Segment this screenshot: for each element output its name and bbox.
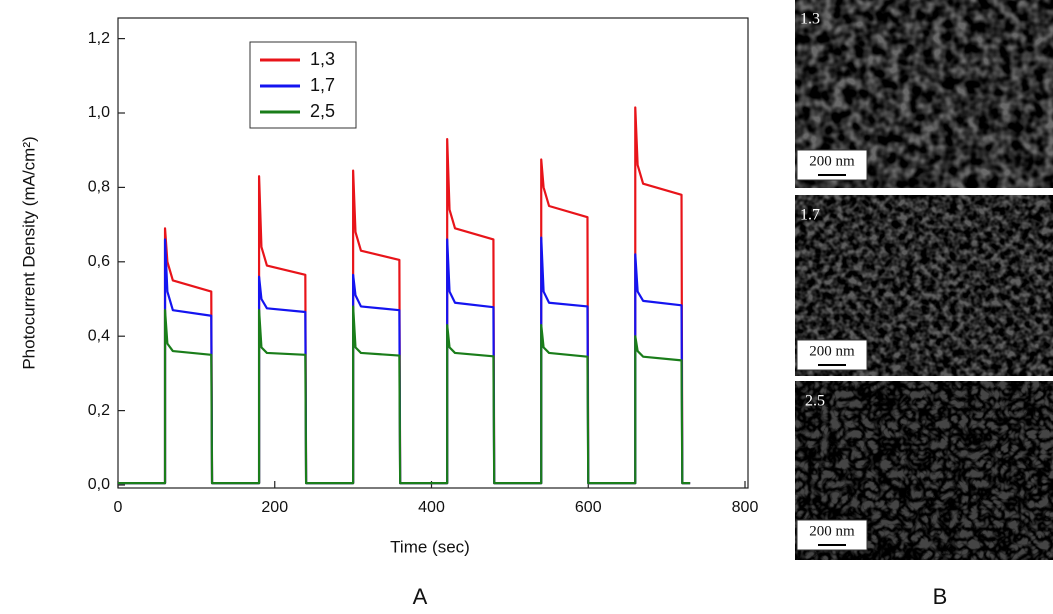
series-line [118, 106, 691, 485]
legend-label: 1,7 [310, 75, 335, 95]
y-tick-label: 1,2 [88, 30, 110, 47]
image-label: 2.5 [805, 393, 825, 410]
scale-bar-label: 200 nm [809, 153, 855, 169]
series-line [118, 305, 691, 485]
x-tick-label: 0 [114, 499, 123, 516]
sem-image: 1.7 200 nm [795, 195, 1053, 376]
y-axis-title: Photocurrent Density (mA/cm²) [19, 136, 38, 369]
x-tick-label: 800 [732, 499, 759, 516]
scale-bar-label: 200 nm [809, 523, 855, 539]
legend-label: 2,5 [310, 101, 335, 121]
y-tick-label: 0,0 [88, 476, 110, 493]
image-label: 1.7 [800, 207, 820, 224]
scale-bar-label: 200 nm [809, 343, 855, 359]
y-tick-label: 0,6 [88, 253, 110, 270]
panel-label: A [413, 584, 428, 609]
x-axis-title: Time (sec) [390, 537, 470, 556]
image-label: 1.3 [800, 11, 820, 28]
series-line [118, 236, 691, 485]
y-tick-label: 0,8 [88, 179, 110, 196]
y-tick-label: 0,4 [88, 327, 110, 344]
x-tick-label: 200 [261, 499, 288, 516]
sem-image: 1.3 200 nm [795, 0, 1053, 188]
legend-label: 1,3 [310, 49, 335, 69]
x-tick-label: 400 [418, 499, 445, 516]
panel-label: B [933, 584, 948, 609]
plot-frame [117, 17, 749, 489]
y-tick-label: 0,2 [88, 402, 110, 419]
x-tick-label: 600 [575, 499, 602, 516]
sem-image: 2.5 200 nm [795, 381, 1053, 560]
y-tick-label: 1,0 [88, 104, 110, 121]
